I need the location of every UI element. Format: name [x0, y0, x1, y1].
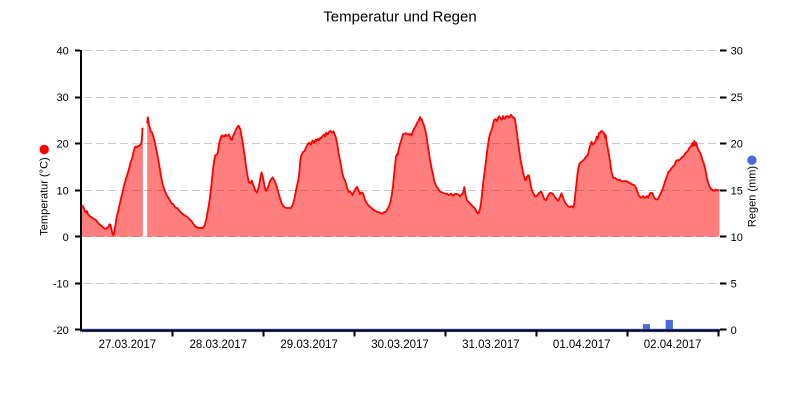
svg-text:31.03.2017: 31.03.2017	[462, 339, 520, 351]
svg-text:30.03.2017: 30.03.2017	[371, 339, 429, 351]
svg-text:Temperatur und Regen: Temperatur und Regen	[323, 9, 476, 26]
svg-text:27.03.2017: 27.03.2017	[99, 339, 157, 351]
svg-text:20: 20	[57, 139, 69, 151]
svg-text:20: 20	[731, 139, 743, 151]
svg-text:02.04.2017: 02.04.2017	[644, 339, 702, 351]
svg-text:25: 25	[731, 92, 743, 104]
svg-text:10: 10	[57, 185, 69, 197]
svg-text:-20: -20	[53, 325, 69, 337]
svg-text:10: 10	[731, 232, 743, 244]
svg-text:28.03.2017: 28.03.2017	[190, 339, 248, 351]
svg-text:0: 0	[63, 232, 69, 244]
svg-text:Regen (mm): Regen (mm)	[747, 166, 759, 227]
svg-text:5: 5	[731, 278, 737, 290]
svg-text:40: 40	[57, 46, 69, 58]
svg-text:Temperatur (°C): Temperatur (°C)	[39, 157, 51, 235]
svg-text:01.04.2017: 01.04.2017	[553, 339, 611, 351]
svg-text:0: 0	[731, 325, 737, 337]
svg-text:15: 15	[731, 185, 743, 197]
svg-text:-10: -10	[53, 278, 69, 290]
svg-text:30: 30	[57, 92, 69, 104]
svg-text:30: 30	[731, 46, 743, 58]
svg-text:29.03.2017: 29.03.2017	[280, 339, 338, 351]
